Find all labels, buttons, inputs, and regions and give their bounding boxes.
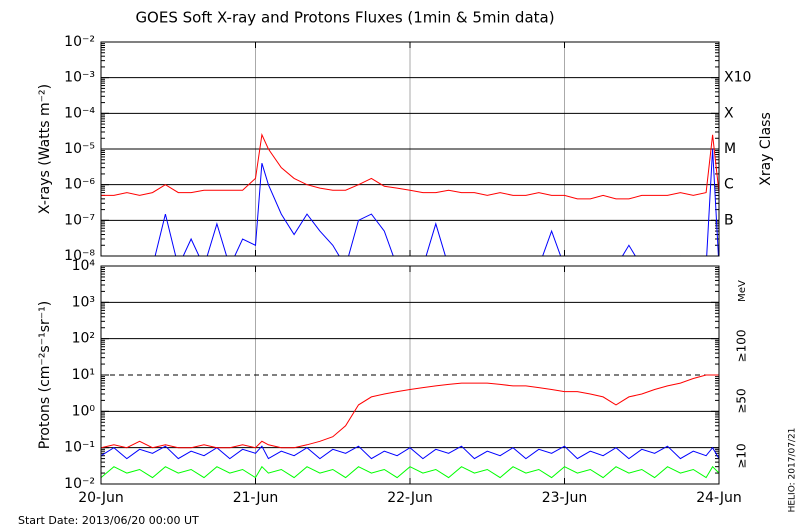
plot-frame: [100, 265, 720, 485]
y-tick-label: 10⁻⁷: [64, 212, 95, 228]
y-tick-label: 10⁻⁶: [64, 177, 95, 193]
legend-entry: ≥10: [735, 443, 749, 468]
unit-label: MeV: [737, 280, 748, 302]
y-axis-label: X-rays (Watts m⁻²): [37, 84, 53, 214]
y-tick-label: 10²: [72, 331, 95, 347]
plot-area: [101, 374, 719, 479]
series-line: [101, 465, 719, 479]
plot-frame: [100, 41, 720, 257]
y-tick-label: 10⁻⁴: [64, 105, 95, 121]
xray-class-label: M: [724, 141, 736, 157]
y-tick-label: 10⁻³: [64, 70, 95, 86]
xray-class-label: X: [724, 105, 734, 121]
footer: Start Date: 2013/06/20 00:00 UT: [18, 514, 199, 527]
x-tick-label: 23-Jun: [542, 490, 588, 506]
y-tick-label: 10⁻²: [64, 476, 95, 492]
y-tick-label: 10⁻⁸: [64, 248, 95, 264]
y-tick-label: 10⁰: [72, 403, 96, 419]
plot-area: [101, 133, 719, 256]
x-tick-label: 24-Jun: [696, 490, 742, 506]
y-tick-label: 10⁻⁵: [64, 141, 95, 157]
series-line: [101, 445, 719, 460]
legend-entry: ≥50: [735, 388, 749, 413]
y-tick-label: 10⁻²: [64, 34, 95, 50]
chart-title: GOES Soft X-ray and Protons Fluxes (1min…: [135, 9, 554, 27]
xray-class-label: C: [724, 177, 734, 193]
stamp: HELIO: 2017/07/21: [788, 428, 798, 513]
x-tick-label: 22-Jun: [387, 490, 433, 506]
series-line: [154, 148, 719, 256]
series-line: [101, 133, 719, 200]
y-tick-label: 10⁻¹: [64, 440, 95, 456]
y-tick-label: 10³: [72, 294, 95, 310]
xray-class-label: X10: [724, 70, 751, 86]
y-tick-label: 10⁴: [72, 258, 96, 274]
legend-entry: ≥100: [735, 330, 749, 363]
y-axis-label: Protons (cm⁻²s⁻¹sr⁻¹): [37, 301, 53, 450]
series-line: [101, 374, 719, 449]
x-tick-label: 21-Jun: [233, 490, 279, 506]
x-tick-label: 20-Jun: [78, 490, 124, 506]
right-axis-title: Xray Class: [758, 112, 774, 186]
y-tick-label: 10¹: [72, 367, 95, 383]
xray-class-label: B: [724, 212, 734, 228]
